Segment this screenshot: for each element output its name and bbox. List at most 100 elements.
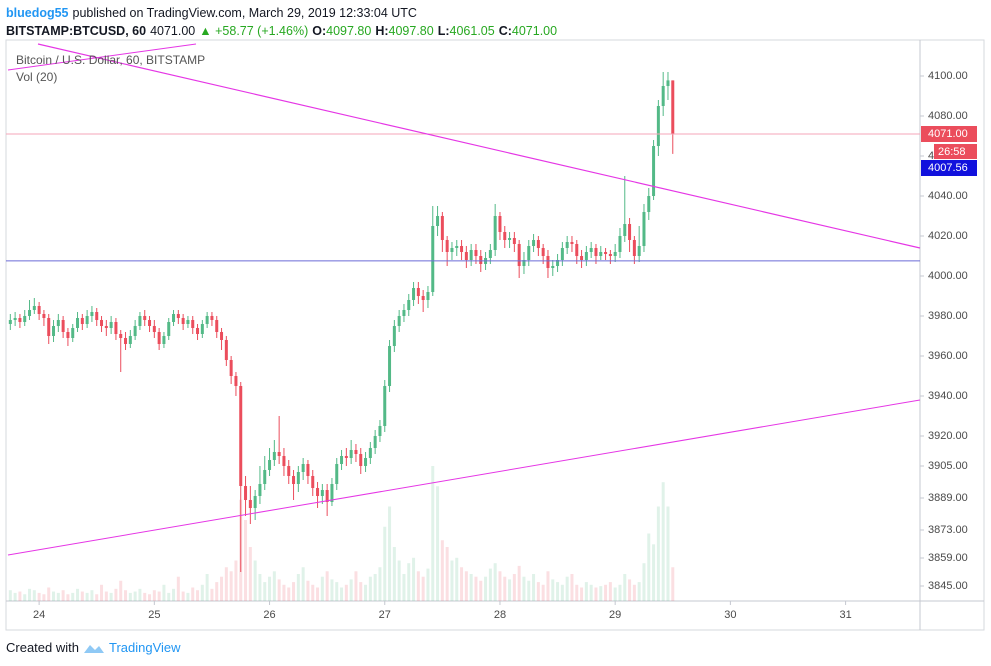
volume-bar <box>229 571 233 601</box>
candle-body <box>335 464 339 484</box>
candle-body <box>661 86 665 106</box>
candle-body <box>460 246 464 252</box>
volume-bar <box>248 547 252 601</box>
volume-bar <box>104 591 108 601</box>
candle-body <box>652 146 656 196</box>
x-tick-label: 27 <box>379 609 391 621</box>
volume-bar <box>488 568 492 601</box>
y-tick-label: 3960.00 <box>928 350 968 362</box>
volume-bar <box>200 584 204 601</box>
volume-bar <box>618 584 622 601</box>
candle-body <box>556 260 560 266</box>
candle-body <box>311 476 315 488</box>
candle-body <box>220 332 224 340</box>
candle-body <box>167 322 171 336</box>
volume-bar <box>287 587 291 601</box>
y-tick-label: 4100.00 <box>928 70 968 82</box>
candle-body <box>368 448 372 458</box>
y-tick-label: 3980.00 <box>928 310 968 322</box>
candle-body <box>272 452 276 460</box>
volume-bar <box>76 588 80 601</box>
candle-body <box>152 326 156 332</box>
volume-bar <box>455 557 459 601</box>
candle-body <box>589 248 593 252</box>
candle-body <box>479 256 483 264</box>
volume-bar <box>244 520 248 601</box>
candle-body <box>268 460 272 470</box>
candle-body <box>565 242 569 248</box>
volume-bar <box>656 506 660 601</box>
volume-bar <box>580 587 584 601</box>
candle-body <box>517 244 521 266</box>
volume-bar <box>56 592 60 601</box>
candle-body <box>450 248 454 252</box>
candle-body <box>8 320 12 324</box>
header: bluedog55 published on TradingView.com, M… <box>6 4 557 40</box>
candle-body <box>234 376 238 386</box>
volume-bar <box>234 560 238 601</box>
volume-bar <box>608 582 612 601</box>
volume-bar <box>301 567 305 601</box>
volume-bar <box>316 587 320 601</box>
candle-body <box>172 314 176 322</box>
volume-bar <box>90 590 94 601</box>
candle-body <box>344 456 348 458</box>
candle-body <box>277 452 281 456</box>
candle-body <box>104 326 108 328</box>
volume-bar <box>613 587 617 601</box>
volume-bar <box>205 574 209 601</box>
volume-bar <box>124 590 128 601</box>
candle-body <box>469 250 473 260</box>
x-tick-label: 26 <box>263 609 275 621</box>
candle-body <box>656 106 660 146</box>
volume-bar <box>119 580 123 601</box>
candle-body <box>128 336 132 344</box>
candle-body <box>637 246 641 256</box>
y-tick-label: 4020.00 <box>928 230 968 242</box>
volume-bar <box>167 592 171 601</box>
volume-bar <box>541 584 545 601</box>
volume-bar <box>589 584 593 601</box>
candle-body <box>498 216 502 232</box>
volume-bar <box>436 486 440 601</box>
author: bluedog55 <box>6 6 69 20</box>
candle-body <box>263 470 267 484</box>
candle-body <box>604 252 608 254</box>
level-label: 4007.56 <box>928 162 968 174</box>
candle-body <box>632 240 636 256</box>
trend-line <box>7 43 197 71</box>
candle-body <box>306 464 310 476</box>
candle-body <box>224 340 228 360</box>
volume-bar <box>469 574 473 601</box>
candle-body <box>349 450 353 458</box>
price-label-bg <box>921 126 977 142</box>
volume-bar <box>215 582 219 601</box>
countdown-bg <box>934 144 977 159</box>
candle-body <box>18 318 22 322</box>
candle-body <box>431 226 435 292</box>
candle-body <box>445 240 449 252</box>
candle-body <box>133 326 137 336</box>
volume-bar <box>474 576 478 601</box>
o-value: 4097.80 <box>326 24 372 38</box>
volume-bar <box>66 594 70 601</box>
h-label: H: <box>375 24 389 38</box>
candle-body <box>383 386 387 426</box>
volume-bar <box>143 592 147 601</box>
price-label: 4071.00 <box>928 128 968 140</box>
volume-bar <box>661 482 665 601</box>
candle-body <box>85 316 89 324</box>
trend-line <box>37 43 921 249</box>
volume-bar <box>565 576 569 601</box>
volume-bar <box>594 587 598 601</box>
volume-bar <box>431 466 435 601</box>
candle-body <box>157 332 161 344</box>
candle-body <box>119 334 123 338</box>
candle-body <box>436 216 440 226</box>
x-tick-label: 31 <box>839 609 851 621</box>
y-tick-label: 3905.00 <box>928 460 968 472</box>
volume-bar <box>306 580 310 601</box>
volume-bar <box>37 592 41 601</box>
candle-body <box>181 318 185 324</box>
volume-bar <box>157 591 161 601</box>
